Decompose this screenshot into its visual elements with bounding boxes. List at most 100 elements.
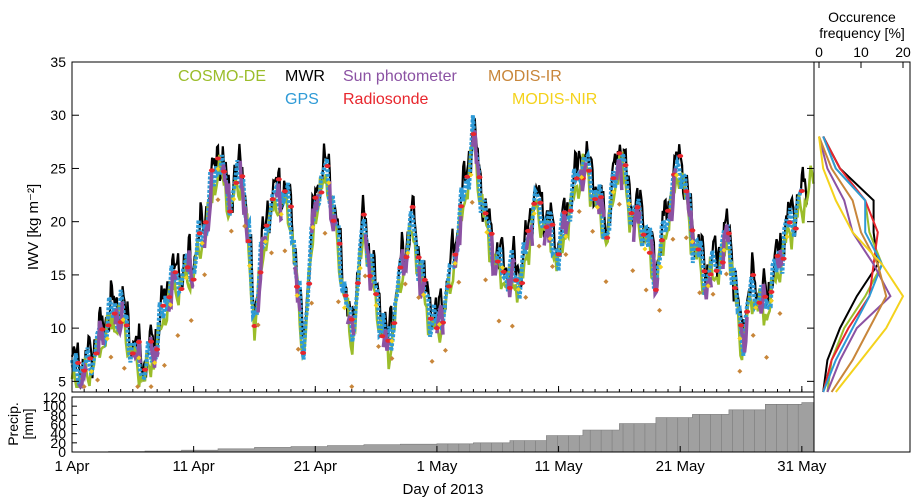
frequency-panel: 0 10 20 Occurence frequency [%]: [813, 9, 911, 453]
series-modis-nir-point: [278, 211, 284, 217]
series-modis-nir-point: [421, 292, 427, 298]
series-sun-photometer-segment: [113, 301, 125, 339]
series-modis-ir-point: [563, 252, 569, 258]
series-modis-nir-point: [531, 210, 537, 216]
series-modis-nir-point: [721, 247, 727, 253]
series-radiosonde-point: [768, 290, 775, 294]
frequency-line-modis-ir: [818, 136, 888, 393]
series-modis-ir-point: [710, 291, 716, 297]
series-radiosonde-point: [190, 277, 197, 282]
series-modis-nir-point: [642, 246, 648, 252]
series-radiosonde-point: [750, 273, 757, 277]
series-radiosonde-point: [269, 197, 276, 202]
series-radiosonde-point: [476, 175, 483, 180]
series-modis-ir-point: [603, 279, 609, 285]
series-sun-photometer-segment: [363, 234, 374, 291]
iwv-y-tick-label: 10: [50, 320, 66, 336]
series-radiosonde-point: [506, 285, 513, 290]
series-modis-ir-point: [670, 236, 676, 242]
series-radiosonde-point: [665, 208, 671, 213]
x-tick-label: 1 May: [416, 458, 457, 475]
series-modis-ir-point: [643, 287, 649, 293]
series-radiosonde-point: [592, 197, 598, 202]
precip-y-axis-label-line1: Precip.: [5, 402, 21, 446]
series-modis-ir-point: [416, 295, 422, 301]
legend-entry-gps: GPS: [285, 91, 319, 108]
precip-y-tick-label: 0: [58, 444, 66, 460]
series-sun-photometer-segment: [615, 159, 624, 191]
series-radiosonde-point: [409, 205, 416, 209]
series-modis-nir-point: [626, 201, 632, 207]
series-radiosonde-point: [318, 190, 325, 195]
legend-entry-sun-photometer: Sun photometer: [343, 68, 458, 85]
series-modis-ir-point: [576, 209, 582, 215]
series-sun-photometer-segment: [184, 250, 195, 289]
series-modis-ir-point: [322, 230, 328, 236]
legend-entry-modis-ir: MODIS-IR: [488, 68, 562, 85]
series-modis-nir-point: [389, 338, 395, 344]
series-modis-nir-point: [658, 264, 664, 270]
series-modis-nir-point: [183, 275, 189, 281]
x-tick-label: 31 May: [777, 458, 827, 475]
series-radiosonde-point: [172, 270, 179, 275]
series-modis-ir-point: [750, 332, 756, 338]
series-radiosonde-point: [519, 281, 526, 286]
series-sun-photometer-segment: [578, 162, 588, 192]
series-modis-nir-point: [579, 174, 585, 180]
legend-entry-mwr: MWR: [285, 68, 325, 85]
series-radiosonde-point: [458, 204, 465, 209]
precip-cumulative-area: [72, 401, 815, 453]
series-radiosonde-point: [324, 164, 331, 168]
series-radiosonde-point: [695, 247, 702, 252]
series-radiosonde-point: [464, 174, 471, 179]
iwv-panel-frame: [71, 61, 815, 393]
series-modis-nir-point: [215, 166, 221, 172]
series-radiosonde-point: [659, 238, 665, 243]
series-radiosonde-point: [233, 180, 240, 185]
series-sun-photometer-segment: [596, 197, 606, 218]
series-radiosonde-point: [427, 316, 434, 321]
series-sun-photometer-segment: [274, 183, 284, 223]
series-modis-nir-point: [768, 298, 774, 304]
series-modis-nir-point: [594, 204, 600, 210]
series-modis-ir-point: [215, 197, 221, 203]
series-modis-ir-point: [188, 317, 194, 323]
series-modis-nir-point: [120, 317, 126, 323]
series-radiosonde-point: [470, 132, 477, 137]
series-radiosonde-point: [525, 228, 532, 233]
series-sun-photometer-segment: [631, 204, 642, 242]
series-sun-photometer-segment: [774, 249, 785, 269]
series-modis-ir-point: [549, 264, 555, 270]
iwv-y-tick-label: 25: [50, 160, 66, 176]
legend-entry-radiosonde: Radiosonde: [343, 91, 429, 108]
series-modis-ir-point: [496, 318, 502, 324]
series-modis-nir-point: [500, 265, 506, 271]
series-modis-nir-point: [310, 224, 316, 230]
series-radiosonde-point: [208, 168, 215, 173]
series-sun-photometer-segment: [757, 283, 767, 314]
series-radiosonde-point: [598, 195, 605, 200]
series-radiosonde-point: [543, 225, 550, 230]
series-radiosonde-point: [281, 189, 288, 194]
precip-y-axis-label-line2: [mm]: [20, 408, 36, 439]
series-modis-nir-point: [357, 265, 363, 271]
x-tick-label: 1 Apr: [54, 458, 89, 475]
series-modis-ir-point: [349, 384, 355, 390]
series-sun-photometer-segment: [435, 305, 445, 335]
series-radiosonde-point: [336, 241, 343, 246]
series-modis-nir-point: [152, 360, 158, 366]
series-radiosonde-point: [129, 351, 136, 356]
series-radiosonde-point: [744, 309, 751, 314]
series-radiosonde-point: [184, 265, 191, 270]
series-radiosonde-point: [300, 350, 307, 355]
series-modis-ir-point: [335, 299, 341, 305]
series-modis-nir-point: [674, 172, 680, 178]
series-radiosonde-point: [628, 211, 635, 216]
series-radiosonde-point: [792, 226, 799, 231]
series-modis-ir-point: [697, 290, 703, 296]
series-radiosonde-point: [555, 252, 562, 257]
series-modis-nir-point: [88, 369, 94, 375]
series-modis-ir-point: [389, 355, 395, 361]
legend-entry-modis-nir: MODIS-NIR: [512, 91, 597, 108]
